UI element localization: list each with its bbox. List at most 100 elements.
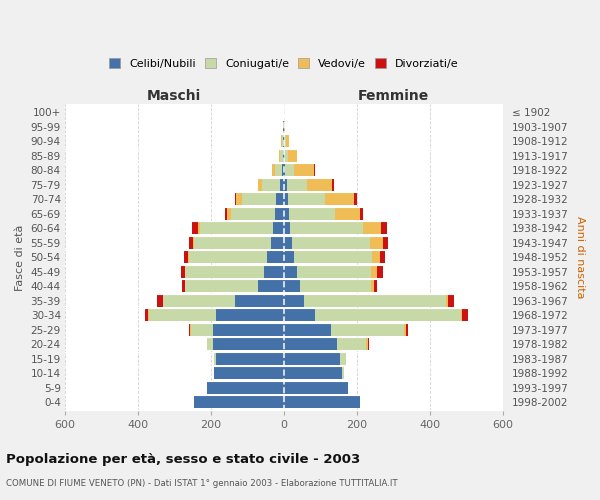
Bar [157, 295, 163, 307]
Bar [184, 252, 188, 264]
Text: Maschi: Maschi [147, 89, 202, 103]
Bar [200, 222, 273, 234]
Bar [371, 266, 377, 278]
Bar [280, 179, 284, 191]
Bar [404, 324, 406, 336]
Bar [226, 208, 227, 220]
Bar [282, 164, 284, 176]
Bar [292, 237, 370, 249]
Bar [373, 252, 380, 264]
Bar [307, 179, 332, 191]
Bar [242, 194, 277, 205]
Bar [284, 252, 294, 264]
Text: Femmine: Femmine [358, 89, 429, 103]
Bar [191, 222, 198, 234]
Bar [285, 164, 295, 176]
Bar [189, 252, 268, 264]
Bar [282, 136, 283, 147]
Y-axis label: Anni di nascita: Anni di nascita [575, 216, 585, 298]
Bar [280, 150, 283, 162]
Bar [188, 252, 189, 264]
Bar [212, 324, 284, 336]
Bar [331, 324, 404, 336]
Bar [185, 280, 258, 292]
Bar [284, 121, 285, 133]
Text: COMUNE DI FIUME VENETO (PN) - Dati ISTAT 1° gennaio 2003 - Elaborazione TUTTITAL: COMUNE DI FIUME VENETO (PN) - Dati ISTAT… [6, 479, 398, 488]
Bar [258, 280, 284, 292]
Bar [235, 194, 236, 205]
Bar [272, 164, 275, 176]
Bar [283, 136, 284, 147]
Bar [194, 396, 284, 408]
Bar [182, 280, 185, 292]
Bar [194, 237, 271, 249]
Bar [284, 136, 286, 147]
Bar [214, 368, 284, 379]
Bar [145, 310, 148, 322]
Bar [284, 179, 287, 191]
Bar [361, 208, 363, 220]
Text: Popolazione per età, sesso e stato civile - 2003: Popolazione per età, sesso e stato civil… [6, 452, 360, 466]
Bar [207, 382, 284, 394]
Bar [366, 338, 368, 350]
Bar [294, 252, 373, 264]
Bar [332, 179, 334, 191]
Bar [461, 310, 463, 322]
Bar [268, 252, 284, 264]
Bar [354, 194, 358, 205]
Bar [284, 150, 288, 162]
Bar [264, 266, 284, 278]
Bar [207, 338, 212, 350]
Bar [185, 266, 264, 278]
Bar [383, 237, 388, 249]
Bar [236, 194, 242, 205]
Bar [284, 324, 331, 336]
Bar [342, 368, 344, 379]
Bar [377, 266, 383, 278]
Bar [284, 194, 288, 205]
Bar [277, 194, 284, 205]
Bar [281, 136, 282, 147]
Bar [286, 136, 289, 147]
Bar [347, 382, 349, 394]
Bar [191, 324, 212, 336]
Bar [262, 179, 280, 191]
Bar [337, 338, 366, 350]
Bar [284, 237, 292, 249]
Bar [271, 237, 284, 249]
Bar [315, 310, 461, 322]
Bar [163, 295, 235, 307]
Bar [217, 310, 284, 322]
Bar [463, 310, 468, 322]
Bar [363, 222, 382, 234]
Bar [212, 338, 284, 350]
Bar [284, 295, 304, 307]
Bar [448, 295, 454, 307]
Bar [340, 353, 346, 364]
Bar [287, 179, 307, 191]
Bar [257, 179, 262, 191]
Bar [227, 208, 231, 220]
Bar [284, 382, 347, 394]
Bar [284, 280, 300, 292]
Bar [284, 222, 290, 234]
Bar [406, 324, 408, 336]
Bar [446, 295, 448, 307]
Bar [325, 194, 354, 205]
Bar [284, 208, 289, 220]
Bar [149, 310, 217, 322]
Bar [288, 150, 297, 162]
Bar [235, 295, 284, 307]
Bar [290, 222, 363, 234]
Bar [314, 164, 315, 176]
Bar [288, 194, 325, 205]
Bar [275, 208, 284, 220]
Bar [300, 280, 371, 292]
Bar [284, 266, 296, 278]
Bar [283, 150, 284, 162]
Bar [284, 164, 285, 176]
Bar [284, 310, 315, 322]
Bar [382, 222, 387, 234]
Bar [295, 164, 314, 176]
Bar [296, 266, 371, 278]
